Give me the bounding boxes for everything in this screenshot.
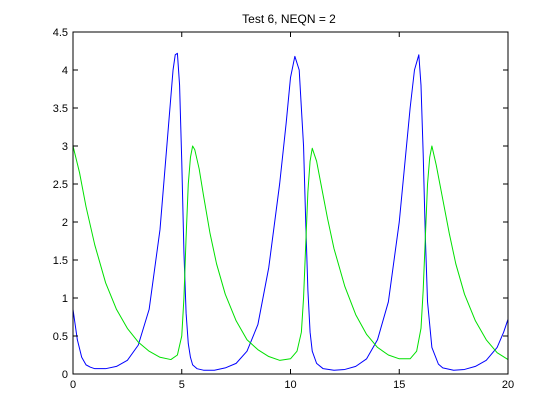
chart-title: Test 6, NEQN = 2 xyxy=(242,12,336,26)
y-tick-label: 3.5 xyxy=(53,103,68,115)
y-tick-label: 3 xyxy=(62,141,68,153)
y-tick-label: 1 xyxy=(62,293,68,305)
y-tick-label: 4 xyxy=(62,65,68,77)
series-line-2 xyxy=(72,145,509,361)
series-layer xyxy=(72,52,509,371)
x-tick-label: 0 xyxy=(70,379,76,391)
plot-area xyxy=(73,32,508,374)
x-tick-label: 20 xyxy=(502,379,514,391)
y-tick-label: 0 xyxy=(62,369,68,381)
ticks-layer: 0 5 10 15 20 0 0.5 1 1.5 2 2.5 3 3.5 4 4.5 xyxy=(53,27,514,391)
x-tick-label: 10 xyxy=(284,379,296,391)
x-tick-label: 5 xyxy=(179,379,185,391)
series-line-1 xyxy=(72,52,509,371)
y-tick-label: 2.5 xyxy=(53,179,68,191)
y-tick-label: 2 xyxy=(62,217,68,229)
plot-frame xyxy=(72,31,509,375)
y-tick-label: 4.5 xyxy=(53,27,68,39)
x-tick-label: 15 xyxy=(393,379,405,391)
y-tick-label: 1.5 xyxy=(53,255,68,267)
y-tick-label: 0.5 xyxy=(53,331,68,343)
